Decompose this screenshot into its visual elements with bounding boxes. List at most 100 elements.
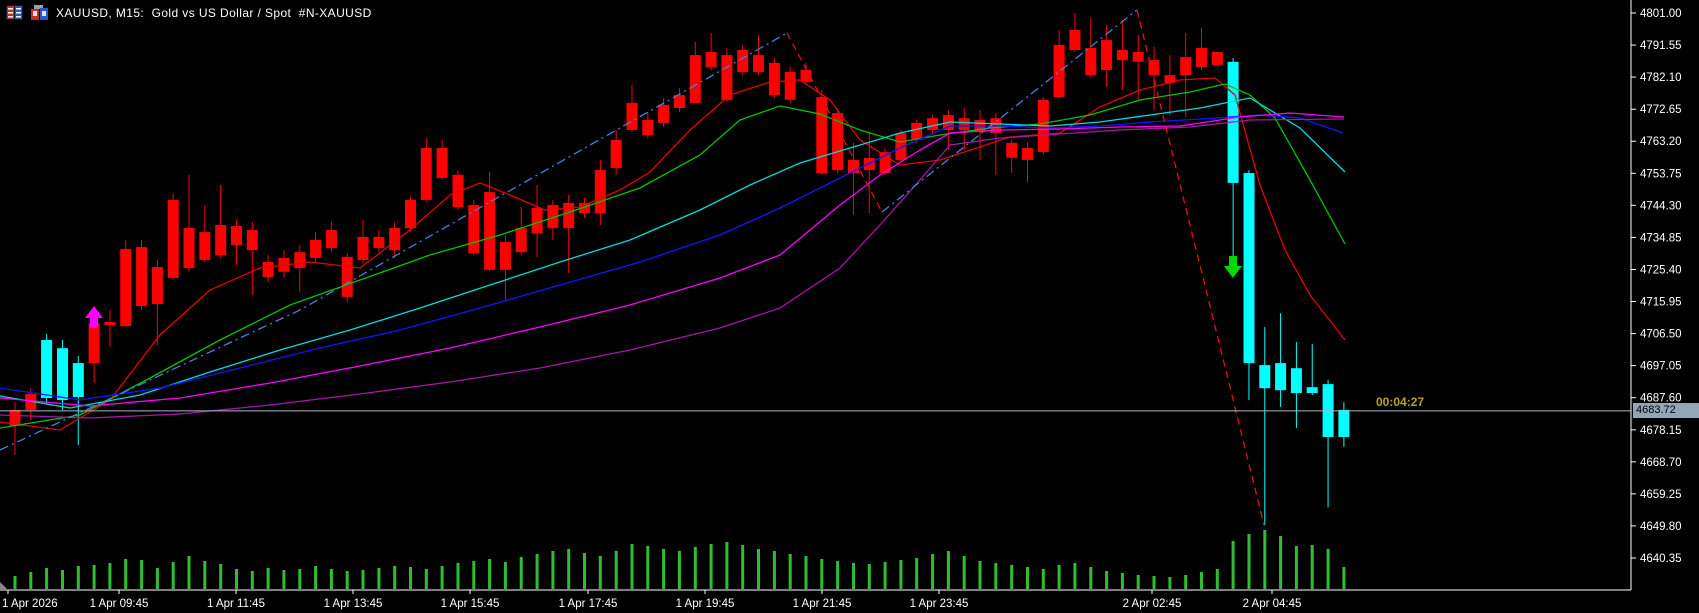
volume-bar (788, 554, 792, 589)
bull-candle (310, 239, 322, 258)
volume-bar (1168, 577, 1172, 589)
bull-candle (9, 409, 21, 426)
ma-purple (0, 118, 1345, 419)
uptrend-line-2 (881, 9, 1138, 213)
bull-candle (705, 52, 717, 67)
volume-bar (820, 559, 824, 589)
bull-candle (25, 394, 37, 410)
price-tick-label[interactable]: 4668.70 (1640, 457, 1682, 469)
volume-bar (725, 542, 729, 589)
bull-candle (579, 203, 590, 214)
volume-bar (1136, 575, 1140, 589)
volume-bar (29, 572, 33, 589)
time-tick-label[interactable]: 1 Apr 11:45 (207, 598, 265, 610)
price-tick-label[interactable]: 4772.65 (1640, 104, 1682, 116)
chart-type-icon[interactable] (31, 5, 48, 20)
time-tick-label[interactable]: 2 Apr 02:45 (1123, 598, 1182, 610)
market-watch-icon[interactable] (6, 5, 23, 20)
time-tick-label[interactable]: 1 Apr 17:45 (559, 598, 618, 610)
bull-candle (642, 119, 654, 136)
volume-bar (503, 562, 507, 589)
downtrend-line-2 (1136, 9, 1265, 526)
bull-candle (215, 225, 227, 256)
bear-candle (1243, 173, 1255, 364)
bull-candle (357, 236, 369, 260)
price-tick-label[interactable]: 4791.55 (1640, 40, 1682, 52)
volume-bar (551, 551, 555, 589)
volume-bar (693, 547, 697, 589)
bull-candle (341, 256, 353, 297)
bear-candle (72, 363, 84, 397)
volume-bar (535, 554, 539, 589)
time-tick-label[interactable]: 1 Apr 21:45 (793, 598, 852, 610)
bull-candle (231, 226, 242, 245)
volume-bar (1342, 567, 1346, 589)
bull-candle (515, 228, 527, 253)
time-tick-label[interactable]: 1 Apr 19:45 (676, 598, 735, 610)
price-tick-label[interactable]: 4706.50 (1640, 329, 1682, 341)
price-tick-label[interactable]: 4697.05 (1640, 361, 1682, 373)
time-tick-label[interactable]: 2 Apr 04:45 (1243, 598, 1302, 610)
volume-bar (741, 545, 745, 589)
bull-candle (452, 174, 464, 207)
time-tick-label[interactable]: 1 Apr 13:45 (324, 598, 383, 610)
bull-candle (262, 262, 274, 277)
volume-bar (187, 556, 191, 589)
volume-bar (804, 556, 808, 589)
bull-candle (325, 230, 337, 249)
price-tick-label[interactable]: 4659.25 (1640, 489, 1682, 501)
time-tick-label[interactable]: 1 Apr 23:45 (910, 598, 969, 610)
price-tick-label[interactable]: 4744.30 (1640, 200, 1682, 212)
price-tick-label[interactable]: 4801.00 (1640, 8, 1682, 20)
buy-arrow (85, 306, 103, 328)
price-tick-label[interactable]: 4753.75 (1640, 168, 1682, 180)
volume-bar (61, 570, 64, 589)
time-tick-label[interactable]: 1 Apr 15:45 (441, 598, 500, 610)
bull-candle (958, 118, 970, 131)
price-tick-label[interactable]: 4687.60 (1640, 393, 1682, 405)
price-tick-label[interactable]: 4715.95 (1640, 297, 1682, 309)
volume-bar (883, 562, 887, 589)
time-tick-label[interactable]: 1 Apr 2026 (2, 598, 58, 610)
bear-candle (1259, 365, 1271, 389)
bull-candle (167, 199, 179, 278)
bull-candle (626, 102, 638, 130)
bull-candle (436, 148, 448, 178)
volume-bar (646, 546, 650, 589)
bull-candle (594, 170, 606, 214)
volume-bar (867, 564, 871, 589)
volume-bar (155, 568, 159, 589)
bull-candle (389, 228, 401, 251)
price-tick-label[interactable]: 4725.40 (1640, 265, 1682, 277)
price-tick-label[interactable]: 4678.15 (1640, 425, 1682, 437)
price-tick-label[interactable]: 4640.35 (1640, 553, 1682, 565)
volume-bar (393, 566, 397, 589)
volume-bar (836, 561, 840, 589)
price-tick-label[interactable]: 4649.80 (1640, 521, 1682, 533)
volume-bar (456, 563, 460, 589)
price-tick-label[interactable]: 4782.10 (1640, 72, 1682, 84)
volume-bar (1247, 534, 1251, 589)
bull-candle (673, 95, 685, 108)
bull-candle (800, 70, 812, 82)
scroll-begin-marker (0, 582, 8, 590)
bull-candle (484, 192, 496, 270)
bull-candle (753, 55, 764, 73)
bull-candle (199, 232, 211, 260)
candle-countdown: 00:04:27 (1376, 395, 1425, 409)
volume-bar (92, 565, 96, 589)
price-tick-label[interactable]: 4763.20 (1640, 136, 1682, 148)
volume-bar (108, 563, 112, 589)
volume-bar (409, 567, 412, 589)
bull-candle (104, 322, 116, 326)
time-tick-label[interactable]: 1 Apr 09:45 (90, 598, 149, 610)
price-tick-label[interactable]: 4734.85 (1640, 232, 1682, 244)
volume-bar (1041, 569, 1045, 589)
volume-bar (298, 569, 302, 589)
bull-candle (737, 50, 749, 73)
downtrend-line-1 (786, 32, 883, 213)
bull-candle (468, 205, 480, 254)
bull-candle (1211, 52, 1223, 65)
bull-candle (294, 252, 306, 269)
